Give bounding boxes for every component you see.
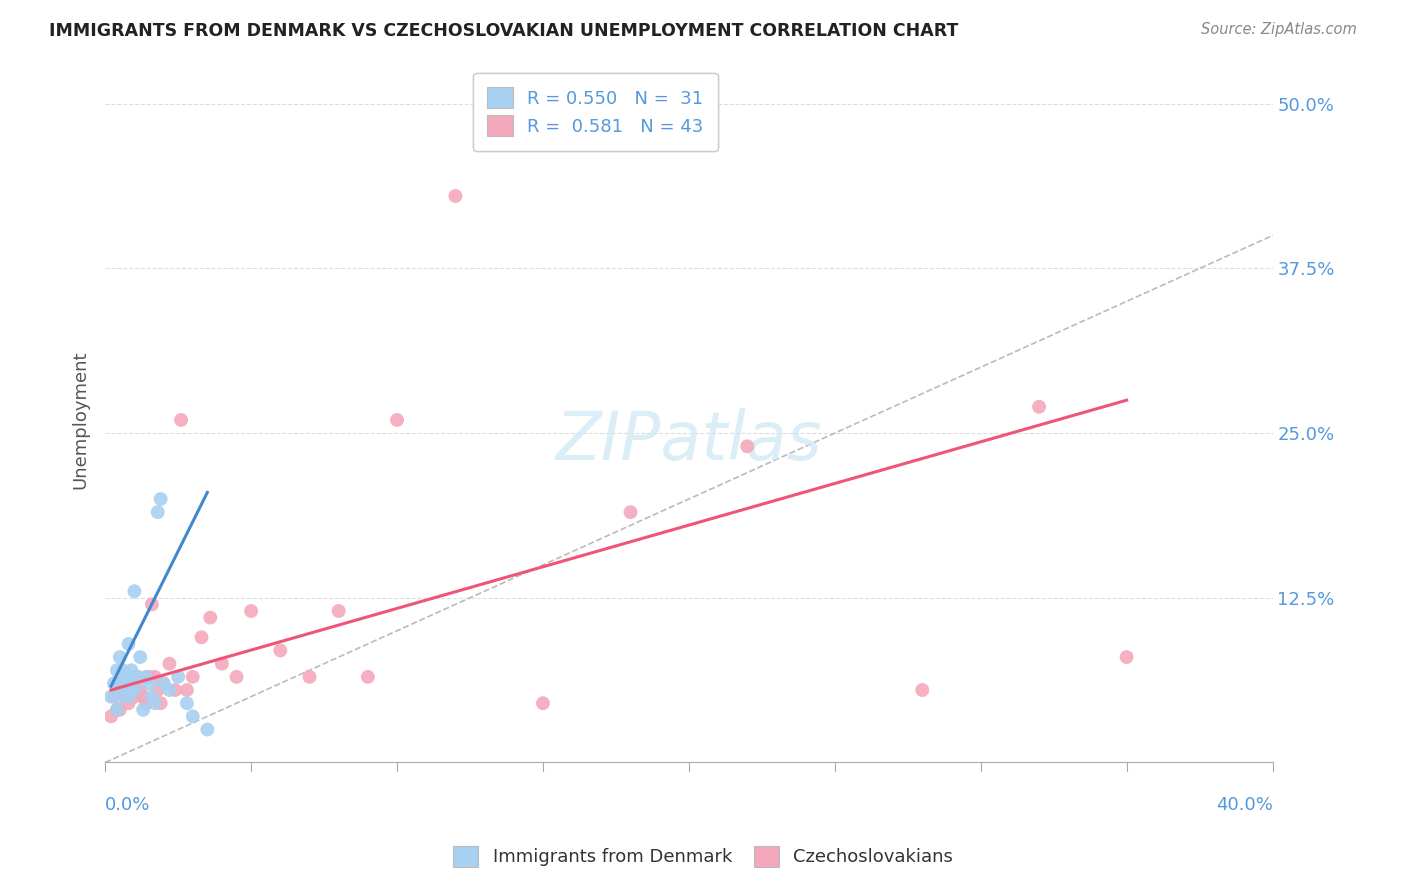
Point <box>157 683 180 698</box>
Point <box>181 709 204 723</box>
Point <box>143 670 166 684</box>
Point <box>138 676 160 690</box>
Point <box>152 676 174 690</box>
Point <box>138 670 160 684</box>
Point <box>135 696 157 710</box>
Text: 0.0%: 0.0% <box>105 797 150 814</box>
Point <box>157 657 180 671</box>
Point <box>117 690 139 704</box>
Point <box>165 683 187 698</box>
Point <box>176 683 198 698</box>
Point <box>357 670 380 684</box>
Point <box>114 690 136 704</box>
Point <box>141 598 163 612</box>
Point <box>121 676 143 690</box>
Point <box>141 690 163 704</box>
Text: 40.0%: 40.0% <box>1216 797 1272 814</box>
Point <box>124 690 146 704</box>
Point <box>127 670 149 684</box>
Point <box>385 413 408 427</box>
Legend: Immigrants from Denmark, Czechoslovakians: Immigrants from Denmark, Czechoslovakian… <box>444 837 962 876</box>
Point <box>108 676 131 690</box>
Point <box>103 690 125 704</box>
Text: ZIPatlas: ZIPatlas <box>555 408 823 474</box>
Point <box>117 637 139 651</box>
Point <box>269 643 291 657</box>
Point <box>117 696 139 710</box>
Point <box>152 676 174 690</box>
Point <box>619 505 641 519</box>
Point <box>105 703 128 717</box>
Point <box>100 690 122 704</box>
Point <box>170 413 193 427</box>
Point <box>108 703 131 717</box>
Point <box>143 696 166 710</box>
Point <box>108 650 131 665</box>
Point <box>195 723 218 737</box>
Point <box>108 690 131 704</box>
Point <box>176 696 198 710</box>
Point <box>124 683 146 698</box>
Point <box>211 657 233 671</box>
Point <box>298 670 321 684</box>
Text: IMMIGRANTS FROM DENMARK VS CZECHOSLOVAKIAN UNEMPLOYMENT CORRELATION CHART: IMMIGRANTS FROM DENMARK VS CZECHOSLOVAKI… <box>49 22 959 40</box>
Point <box>190 630 212 644</box>
Point <box>103 676 125 690</box>
Point <box>114 683 136 698</box>
Point <box>105 663 128 677</box>
Point <box>146 683 169 698</box>
Point <box>127 670 149 684</box>
Text: Source: ZipAtlas.com: Source: ZipAtlas.com <box>1201 22 1357 37</box>
Point <box>328 604 350 618</box>
Point <box>1028 400 1050 414</box>
Point <box>111 676 134 690</box>
Point <box>105 703 128 717</box>
Point <box>735 439 758 453</box>
Point <box>135 670 157 684</box>
Point <box>100 709 122 723</box>
Point <box>129 650 152 665</box>
Legend: R = 0.550   N =  31, R =  0.581   N = 43: R = 0.550 N = 31, R = 0.581 N = 43 <box>472 73 718 151</box>
Point <box>121 663 143 677</box>
Point <box>181 670 204 684</box>
Point <box>531 696 554 710</box>
Point <box>167 670 190 684</box>
Point <box>200 610 222 624</box>
Point <box>121 683 143 698</box>
Point <box>240 604 263 618</box>
Point <box>129 683 152 698</box>
Point <box>132 703 155 717</box>
Point <box>146 505 169 519</box>
Point <box>114 670 136 684</box>
Point <box>225 670 247 684</box>
Point <box>111 663 134 677</box>
Point <box>132 690 155 704</box>
Y-axis label: Unemployment: Unemployment <box>72 351 89 489</box>
Point <box>111 683 134 698</box>
Point <box>117 670 139 684</box>
Point <box>149 491 172 506</box>
Point <box>911 683 934 698</box>
Point <box>149 696 172 710</box>
Point <box>444 189 467 203</box>
Point <box>1115 650 1137 665</box>
Point <box>124 584 146 599</box>
